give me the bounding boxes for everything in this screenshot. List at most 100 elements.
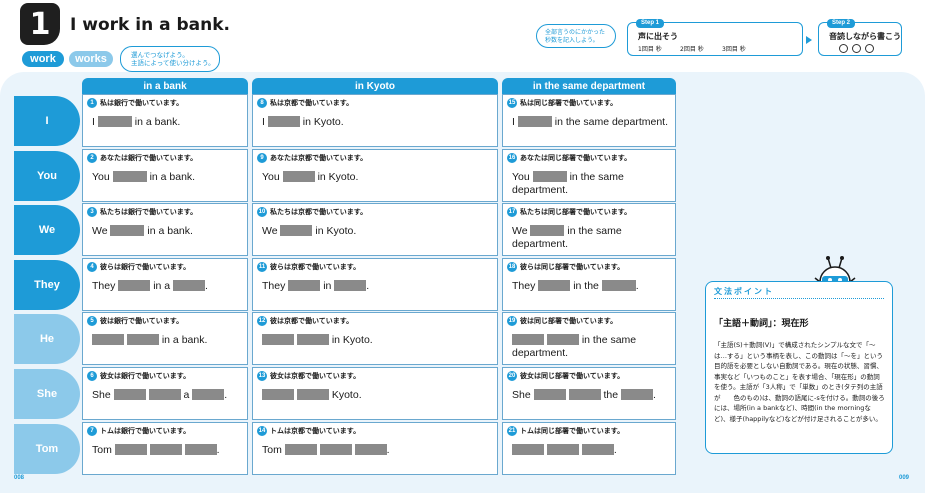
subject-label: You [14, 150, 80, 201]
japanese-sentence: 私たちは銀行で働いています。 [100, 208, 198, 217]
timing-hint-line-2: 秒数を記入しよう。 [545, 37, 599, 44]
answer-blank[interactable] [532, 170, 567, 182]
question-number: 18 [507, 261, 517, 272]
japanese-prompt: 17 私たちは同じ部署で働いています。 [507, 207, 632, 218]
japanese-prompt: 11 彼らは京都で働いています。 [257, 261, 360, 272]
step1-text: 声に出そう [638, 32, 678, 41]
sentence-text: They [92, 279, 116, 292]
sentence-text: They [262, 279, 286, 292]
step2-text: 音読しながら書こう [829, 32, 901, 41]
answer-blank[interactable] [282, 170, 315, 182]
answer-blank[interactable] [118, 279, 151, 291]
question-number: 14 [257, 425, 267, 436]
english-sentence: in the same department. [512, 334, 669, 360]
answer-blank[interactable] [267, 116, 300, 127]
answer-blank[interactable] [533, 389, 566, 400]
japanese-prompt: 7 トムは銀行で働いています。 [87, 425, 190, 436]
answer-blank[interactable] [184, 443, 217, 455]
question-number: 16 [507, 152, 517, 163]
answer-blank[interactable] [354, 443, 387, 455]
question-number: 10 [257, 207, 267, 218]
page-title: I work in a bank. [70, 15, 230, 35]
sentence-text: in the same department. [512, 170, 624, 196]
answer-blank[interactable] [296, 389, 329, 400]
page-number-right: 009 [899, 475, 910, 481]
sentence-text: Tom [262, 443, 282, 456]
japanese-prompt: 18 彼らは同じ部署で働いています。 [507, 261, 624, 272]
divider [714, 298, 884, 299]
japanese-sentence: 私たちは同じ部署で働いています。 [520, 208, 632, 217]
sentence-text: We [92, 225, 108, 238]
japanese-prompt: 4 彼らは銀行で働いています。 [87, 261, 190, 272]
column-header: in the same department [502, 78, 676, 94]
answer-blank[interactable] [512, 443, 544, 455]
japanese-sentence: 彼は同じ部署で働いています。 [520, 317, 618, 326]
question-number: 2 [87, 152, 97, 163]
instruction-bubble: 選んでつなげよう。 主語によって使い分けよう。 [120, 46, 220, 72]
answer-blank[interactable] [334, 279, 367, 291]
answer-blank[interactable] [110, 225, 145, 237]
step1-round-1: 1回目 [638, 46, 654, 53]
question-number: 17 [507, 207, 517, 218]
exercise-cell: 19 彼は同じ部署で働いています。 in the same department. [502, 312, 676, 366]
answer-blank[interactable] [288, 279, 321, 291]
sentence-text: in the same department. [512, 225, 622, 251]
english-sentence: You in a bank. [92, 170, 241, 184]
japanese-sentence: 私たちは京都で働いています。 [270, 208, 368, 217]
answer-blank[interactable] [149, 443, 182, 455]
question-number: 19 [507, 316, 517, 327]
answer-blank[interactable] [97, 116, 132, 127]
sentence-text: in a bank. [147, 225, 193, 238]
check-circle-icon[interactable] [839, 44, 848, 53]
answer-blank[interactable] [262, 334, 294, 346]
sentence-text: . [652, 389, 656, 401]
answer-blank[interactable] [92, 334, 124, 346]
english-sentence: I in the same department. [512, 116, 669, 129]
answer-blank[interactable] [113, 389, 146, 400]
subject-label: Tom [14, 423, 80, 474]
answer-blank[interactable] [538, 279, 571, 291]
japanese-prompt: 8 私は京都で働いています。 [257, 98, 353, 108]
answer-blank[interactable] [546, 443, 579, 455]
question-number: 5 [87, 316, 97, 327]
answer-blank[interactable] [581, 443, 614, 455]
check-circle-icon[interactable] [865, 44, 874, 53]
exercise-cell: 20 彼女は同じ部署で働いています。 She the . [502, 367, 676, 420]
sentence-text: They [512, 279, 536, 292]
check-circle-icon[interactable] [852, 44, 861, 53]
answer-blank[interactable] [192, 389, 225, 400]
exercise-cell: 16 あなたは同じ部署で働いています。 You in the same depart… [502, 148, 676, 202]
answer-blank[interactable] [319, 443, 352, 455]
answer-blank[interactable] [262, 389, 294, 400]
sentence-text: in a [153, 279, 171, 292]
japanese-prompt: 20 彼女は同じ部署で働いています。 [507, 371, 624, 381]
question-number: 13 [257, 371, 267, 381]
answer-blank[interactable] [530, 225, 565, 237]
sentence-text: She [92, 389, 111, 401]
subject-label: I [14, 96, 80, 146]
answer-blank[interactable] [296, 334, 329, 346]
answer-blank[interactable] [512, 334, 544, 346]
answer-blank[interactable] [284, 443, 317, 455]
answer-blank[interactable] [568, 389, 601, 400]
answer-blank[interactable] [601, 279, 636, 291]
answer-blank[interactable] [517, 116, 552, 127]
japanese-prompt: 1 私は銀行で働いています。 [87, 98, 183, 108]
step2-tag: Step 2 [827, 19, 856, 28]
question-number: 8 [257, 98, 267, 108]
answer-blank[interactable] [112, 170, 147, 182]
answer-blank[interactable] [173, 279, 206, 291]
japanese-prompt: 14 トムは京都で働いています。 [257, 425, 361, 436]
exercise-cell: 2 あなたは銀行で働いています。 You in a bank. [82, 148, 248, 202]
answer-blank[interactable] [280, 225, 313, 237]
answer-blank[interactable] [148, 389, 181, 400]
japanese-sentence: 彼女は京都で働いています。 [270, 372, 361, 380]
answer-blank[interactable] [620, 389, 653, 400]
answer-blank[interactable] [126, 334, 159, 346]
answer-blank[interactable] [546, 334, 579, 346]
step2-box: Step 2 音読しながら書こう [818, 19, 902, 56]
english-sentence: She the . [512, 389, 669, 402]
japanese-prompt: 19 彼は同じ部署で働いています。 [507, 316, 618, 327]
answer-blank[interactable] [114, 443, 147, 455]
japanese-sentence: トムは京都で働いています。 [270, 426, 361, 435]
